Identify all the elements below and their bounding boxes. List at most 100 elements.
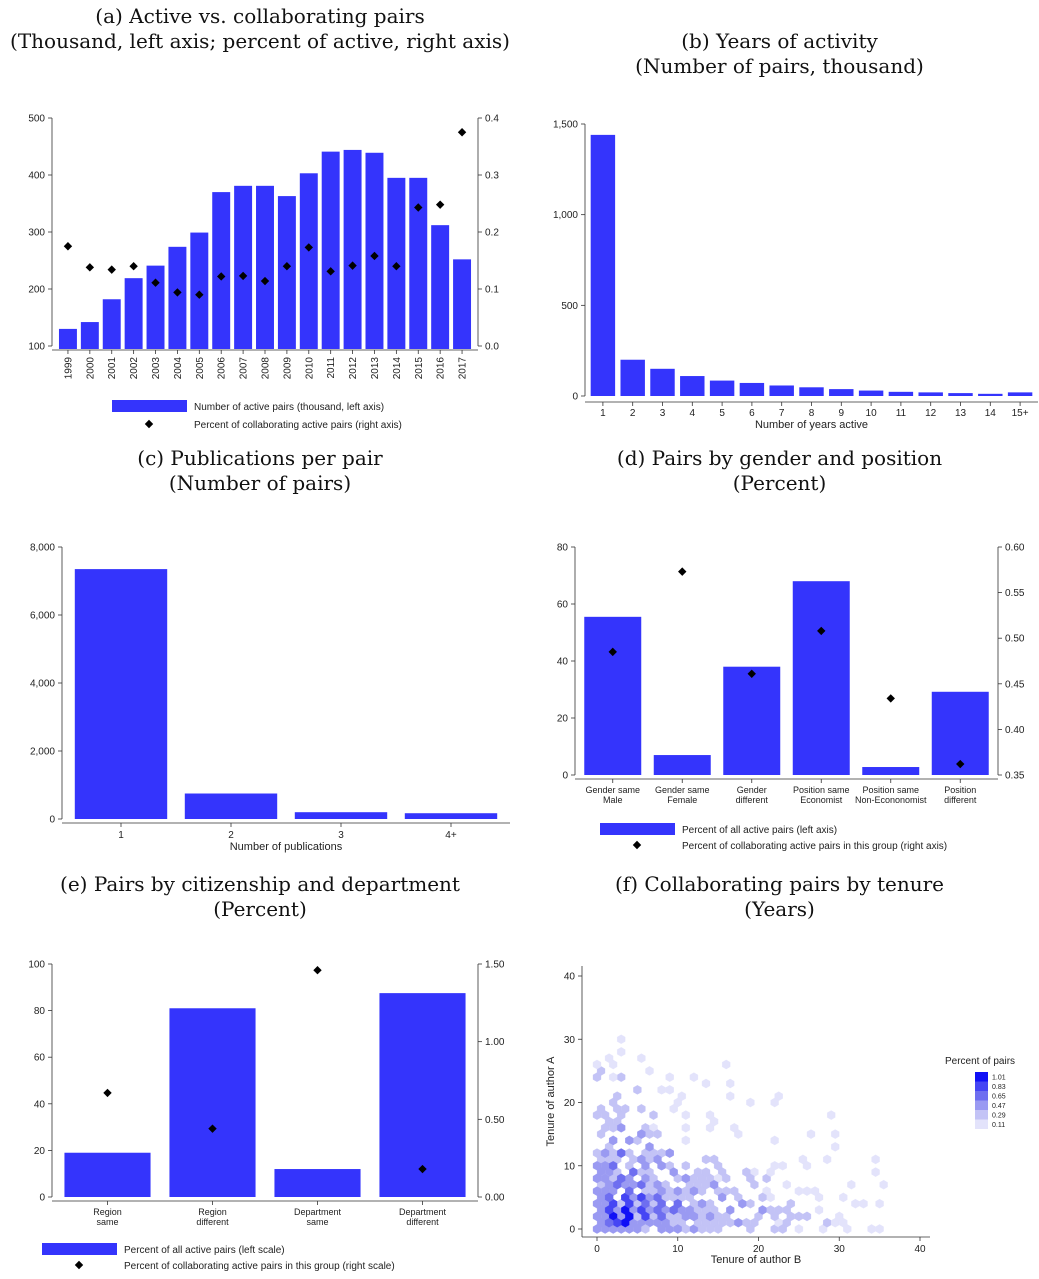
hex-cell: [681, 1135, 690, 1146]
hex-cell: [871, 1154, 880, 1165]
hex-cell: [617, 1072, 626, 1082]
marker: [392, 262, 401, 271]
marker: [151, 278, 160, 287]
hex-cell: [621, 1104, 630, 1114]
x-tick-label: 13: [955, 408, 967, 419]
hex-cell: [681, 1161, 690, 1171]
chart-title: (b) Years of activity: [681, 29, 878, 53]
marker: [817, 626, 826, 636]
x-tick-label: 7: [779, 408, 785, 419]
panel-b: (b) Years of activity (Number of pairs, …: [520, 0, 1039, 440]
hex-cell: [657, 1211, 666, 1222]
legend-swatch: [975, 1110, 988, 1120]
marker: [85, 263, 95, 272]
hex-cell: [657, 1161, 666, 1171]
hex-cell: [689, 1186, 699, 1196]
bar: [256, 185, 274, 349]
hex-cell: [697, 1198, 707, 1209]
y2-tick-label: 0.50: [1005, 634, 1025, 645]
hex-cell: [786, 1198, 795, 1209]
bar: [277, 196, 296, 349]
y2-tick-label: 0.1: [485, 285, 499, 296]
y2-tick-label: 0.3: [485, 171, 499, 182]
hex-cell: [718, 1192, 727, 1203]
y2-tick-label: 0.4: [485, 114, 499, 125]
marker: [260, 276, 270, 286]
legend-label: 0.11: [992, 1122, 1005, 1129]
x-tick-label: 14: [985, 408, 997, 419]
hex-cell: [617, 1148, 626, 1158]
hex-cell: [794, 1211, 804, 1222]
hex-cell: [730, 1123, 739, 1133]
hex-cell: [746, 1173, 755, 1184]
x-tick-label: 2004: [173, 357, 184, 380]
x-tick-label: 2001: [107, 357, 118, 380]
bar: [948, 393, 973, 396]
x-tick-label: 2014: [392, 357, 403, 380]
y-tick-label: 200: [28, 285, 45, 296]
x-tick-label: 10: [866, 408, 878, 419]
x-tick-label: 2002: [129, 357, 140, 380]
hex-cell: [681, 1123, 690, 1133]
x-tick-label: 5: [719, 408, 725, 419]
hex-cell: [875, 1224, 884, 1234]
y-tick-label: 1,500: [553, 120, 578, 131]
bar: [620, 359, 645, 396]
x-tick-label: 0: [594, 1244, 600, 1255]
marker: [608, 647, 617, 657]
x-tick-label: 2007: [239, 357, 250, 380]
panel-d-title: (d) Pairs by gender and position (Percen…: [520, 446, 1039, 496]
hex-cell: [859, 1198, 868, 1209]
hex-cell: [823, 1154, 832, 1165]
x-tick-label: 30: [834, 1244, 846, 1255]
chart-e: 0204060801000.000.501.001.50RegionsameRe…: [28, 960, 505, 1273]
hex-cell: [592, 1198, 602, 1209]
x-tick-label: same: [96, 1217, 118, 1227]
hex-cell: [604, 1217, 614, 1228]
chart-title: (f) Collaborating pairs by tenure: [614, 872, 945, 896]
bar: [1007, 392, 1033, 396]
panel-c: (c) Publications per pair (Number of pai…: [0, 440, 520, 870]
y-tick-label: 300: [28, 228, 45, 239]
y-tick-label: 40: [564, 972, 576, 983]
legend-label: 0.29: [992, 1113, 1006, 1120]
hex-cell: [637, 1053, 646, 1063]
marker: [678, 567, 687, 576]
legend-marker-swatch: [632, 840, 642, 850]
marker: [304, 243, 313, 252]
hex-cell: [673, 1198, 682, 1209]
x-tick-label: 1: [600, 408, 606, 419]
bar: [274, 1169, 361, 1197]
bar: [829, 389, 854, 396]
x-axis-label: Tenure of author B: [711, 1254, 802, 1266]
x-tick-label: 3: [338, 830, 344, 841]
bar: [343, 149, 362, 349]
hex-cell: [641, 1211, 650, 1222]
panel-f: (f) Collaborating pairs by tenure (Years…: [520, 870, 1039, 1279]
x-tick-label: 2015: [414, 357, 425, 380]
hex-cell: [827, 1110, 836, 1120]
legend-label: Percent of collaborating active pairs in…: [124, 1261, 395, 1272]
x-tick-label: 2013: [370, 357, 381, 380]
hex-cell: [701, 1154, 711, 1165]
hex-cell: [705, 1211, 715, 1222]
hex-cell: [617, 1123, 626, 1133]
y2-tick-label: 1.50: [485, 960, 505, 971]
x-tick-label: Gender same: [655, 785, 710, 795]
y-tick-label: 6,000: [30, 611, 55, 622]
y2-tick-label: 0.45: [1005, 679, 1025, 690]
y-tick-label: 1,000: [553, 210, 578, 221]
chart-f: 0 10 20 30 40 0 10 20 30 40 Tenure of author B Tenu…: [545, 966, 1015, 1266]
panel-e-title: (e) Pairs by citizenship and department …: [0, 872, 520, 922]
chart-c: 0 2,000 4,000 6,000 8,000 1 2 3 4+ Number of publ…: [30, 543, 510, 853]
x-tick-label: different: [196, 1217, 229, 1227]
hex-cell: [778, 1224, 787, 1234]
panel-f-title: (f) Collaborating pairs by tenure (Years…: [520, 872, 1039, 922]
hex-cell: [604, 1205, 614, 1215]
x-tick-label: 3: [660, 408, 666, 419]
y2-tick-label: 0.0: [485, 342, 499, 353]
hex-cell: [875, 1198, 884, 1209]
bar: [299, 173, 318, 349]
x-tick-label: 2009: [282, 357, 293, 380]
